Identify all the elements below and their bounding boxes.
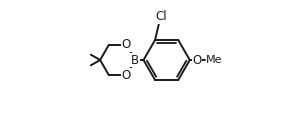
Text: O: O: [122, 38, 131, 51]
Text: Me: Me: [206, 55, 222, 65]
Text: O: O: [192, 54, 202, 66]
Text: B: B: [131, 54, 139, 66]
Text: O: O: [122, 69, 131, 82]
Text: Cl: Cl: [155, 10, 167, 23]
